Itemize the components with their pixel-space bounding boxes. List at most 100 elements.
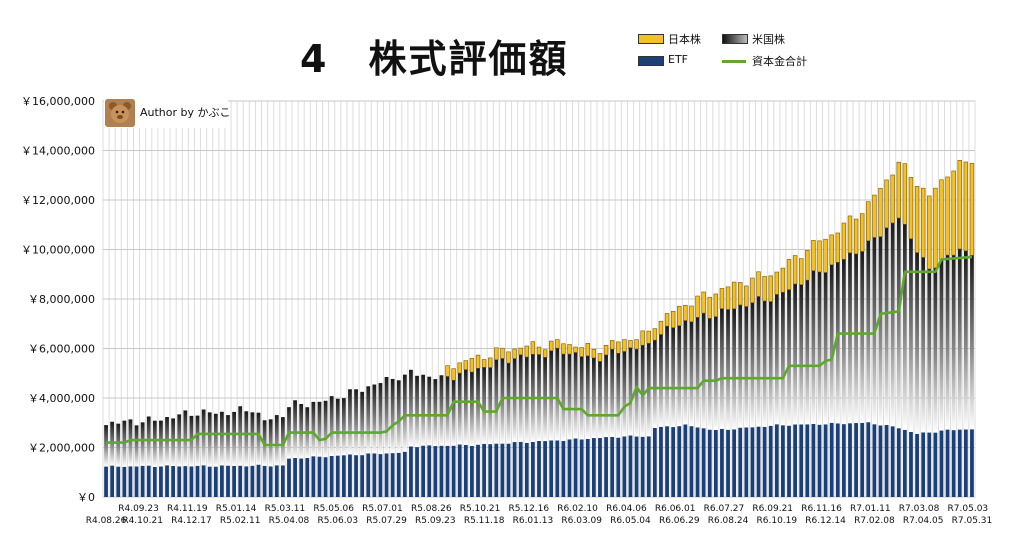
bar-jp-stock bbox=[475, 354, 481, 369]
bar-jp-stock bbox=[920, 187, 926, 258]
bar-us-stock bbox=[220, 411, 224, 466]
bar-etf bbox=[146, 465, 151, 497]
x-tick-label: R5.07.01 bbox=[362, 504, 403, 514]
bar-etf bbox=[335, 455, 340, 497]
bar-etf bbox=[646, 436, 651, 497]
bar-jp-stock bbox=[725, 286, 731, 310]
bar-us-stock bbox=[421, 374, 426, 446]
bar-us-stock bbox=[817, 271, 822, 425]
bar-etf bbox=[537, 440, 541, 497]
x-tick-label: R5.01.14 bbox=[216, 504, 257, 514]
y-tick-label: ￥12,000,000 bbox=[21, 194, 95, 207]
bar-etf bbox=[811, 423, 816, 497]
bar-us-stock bbox=[366, 386, 371, 454]
bar-us-stock bbox=[579, 356, 584, 440]
bar-jp-stock bbox=[847, 215, 853, 254]
bar-etf bbox=[598, 437, 602, 497]
bar-jp-stock bbox=[579, 347, 584, 357]
bar-us-stock bbox=[152, 420, 157, 467]
bar-us-stock bbox=[341, 398, 346, 456]
bar-jp-stock bbox=[811, 240, 816, 272]
bar-us-stock bbox=[970, 255, 974, 430]
bar-us-stock bbox=[354, 389, 358, 456]
bar-us-stock bbox=[677, 325, 682, 427]
bar-jp-stock bbox=[823, 238, 828, 273]
bar-jp-stock bbox=[817, 240, 822, 273]
bar-jp-stock bbox=[670, 311, 676, 328]
bar-us-stock bbox=[280, 417, 285, 466]
bar-etf bbox=[506, 443, 511, 497]
bar-us-stock bbox=[372, 384, 377, 454]
bar-etf bbox=[890, 426, 895, 497]
bar-jp-stock bbox=[835, 232, 840, 263]
bar-etf bbox=[531, 441, 535, 497]
bar-us-stock bbox=[963, 250, 968, 430]
bar-us-stock bbox=[433, 379, 438, 447]
bar-etf bbox=[116, 466, 121, 497]
bar-etf bbox=[823, 424, 828, 497]
chart-title: 4 株式評価額 bbox=[300, 37, 569, 81]
bar-etf bbox=[409, 446, 413, 497]
bar-us-stock bbox=[860, 251, 865, 423]
x-tick-label: R5.02.11 bbox=[220, 516, 261, 526]
bar-jp-stock bbox=[481, 359, 487, 368]
bar-etf bbox=[165, 465, 169, 497]
bar-us-stock bbox=[927, 269, 932, 433]
bar-jp-stock bbox=[872, 194, 877, 238]
bar-jp-stock bbox=[774, 271, 780, 295]
bar-us-stock bbox=[896, 218, 901, 429]
bar-etf bbox=[695, 427, 700, 497]
bar-etf bbox=[427, 445, 432, 497]
x-tick-label: R5.05.06 bbox=[313, 504, 354, 514]
bar-etf bbox=[793, 424, 798, 497]
bar-us-stock bbox=[866, 240, 871, 423]
capital-line bbox=[106, 255, 973, 447]
bar-us-stock bbox=[159, 420, 163, 467]
bar-etf bbox=[902, 429, 907, 497]
bar-us-stock bbox=[683, 320, 688, 425]
bar-us-stock bbox=[713, 316, 718, 430]
bar-etf bbox=[622, 436, 627, 497]
bar-jp-stock bbox=[878, 187, 883, 237]
x-tick-label: R6.06.29 bbox=[659, 516, 700, 526]
bar-etf bbox=[945, 429, 950, 497]
bar-jp-stock bbox=[658, 320, 664, 335]
bar-etf bbox=[476, 444, 480, 497]
bar-us-stock bbox=[835, 262, 840, 424]
bar-us-stock bbox=[415, 375, 419, 448]
bar-us-stock bbox=[506, 363, 511, 444]
bar-us-stock bbox=[573, 352, 578, 439]
bar-etf bbox=[183, 466, 188, 497]
bar-etf bbox=[482, 443, 487, 497]
bar-etf bbox=[781, 425, 785, 497]
y-tick-label: ￥8,000,000 bbox=[28, 293, 95, 306]
bar-us-stock bbox=[720, 308, 724, 429]
bar-us-stock bbox=[799, 284, 804, 425]
bar-etf bbox=[280, 465, 285, 497]
bar-jp-stock bbox=[469, 358, 475, 373]
bar-jp-stock bbox=[786, 259, 792, 290]
bar-us-stock bbox=[378, 383, 383, 455]
bar-us-stock bbox=[439, 375, 444, 446]
bar-us-stock bbox=[774, 294, 779, 425]
bar-etf bbox=[555, 440, 560, 497]
bar-jp-stock bbox=[524, 345, 529, 358]
legend-swatch-jp bbox=[638, 34, 664, 44]
bar-etf bbox=[720, 428, 724, 497]
bar-jp-stock bbox=[591, 348, 597, 359]
bar-us-stock bbox=[640, 345, 645, 437]
bar-jp-stock bbox=[939, 179, 944, 261]
bar-us-stock bbox=[329, 396, 334, 457]
bar-etf bbox=[671, 427, 676, 497]
bar-us-stock bbox=[756, 296, 761, 427]
bar-etf bbox=[402, 451, 407, 497]
bar-us-stock bbox=[945, 255, 950, 430]
bar-us-stock bbox=[762, 300, 767, 427]
bar-us-stock bbox=[878, 236, 883, 426]
bar-us-stock bbox=[390, 378, 395, 454]
bar-jp-stock bbox=[634, 339, 639, 350]
bar-us-stock bbox=[524, 357, 529, 443]
x-tick-label: R4.10.21 bbox=[122, 516, 163, 526]
bar-us-stock bbox=[598, 361, 602, 438]
